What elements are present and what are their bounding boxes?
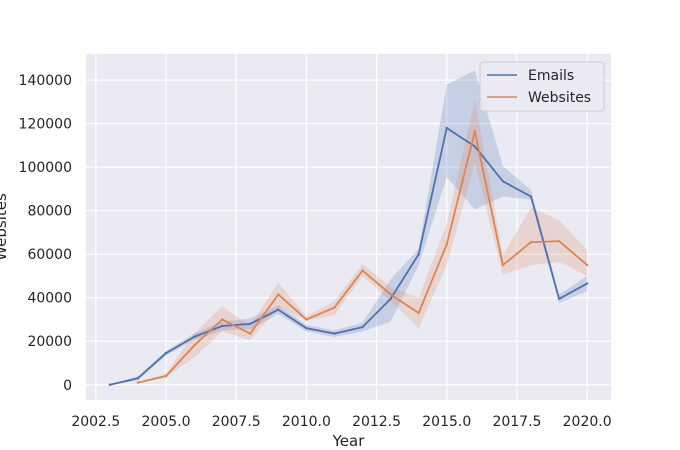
websites-point <box>389 293 391 295</box>
websites-point <box>305 318 307 320</box>
x-axis-ticks: 2002.5 2005.0 2007.5 2010.0 2012.5 2015.0 2017… <box>71 414 611 430</box>
emails-point <box>249 323 251 325</box>
legend-label-websites: Websites <box>528 90 591 106</box>
emails-point <box>193 336 195 338</box>
emails-point <box>137 377 139 379</box>
emails-point <box>558 298 560 300</box>
x-tick-label: 2010.0 <box>282 414 331 430</box>
websites-point <box>474 130 476 132</box>
websites-point <box>558 240 560 242</box>
emails-point <box>333 332 335 334</box>
y-tick-label: 80000 <box>27 204 72 220</box>
websites-point <box>249 332 251 334</box>
emails-point <box>361 326 363 328</box>
y-tick-label: 100000 <box>19 160 72 176</box>
y-axis-ticks: 0 20000 40000 60000 80000 100000 120000 140000 <box>19 73 72 394</box>
websites-point <box>417 312 419 314</box>
emails-point <box>530 195 532 197</box>
websites-point <box>446 243 448 245</box>
emails-point <box>446 127 448 129</box>
emails-point <box>221 325 223 327</box>
emails-point <box>165 352 167 354</box>
emails-point <box>474 145 476 147</box>
x-axis-label: Year <box>332 432 366 450</box>
x-tick-label: 2015.0 <box>422 414 471 430</box>
websites-point <box>277 293 279 295</box>
y-tick-label: 60000 <box>27 247 72 263</box>
websites-point <box>165 375 167 377</box>
y-tick-label: 140000 <box>19 73 72 89</box>
y-tick-label: 0 <box>63 378 72 394</box>
legend-label-emails: Emails <box>528 68 574 84</box>
emails-point <box>417 253 419 255</box>
websites-point <box>530 241 532 243</box>
x-tick-label: 2012.5 <box>352 414 401 430</box>
x-tick-label: 2007.5 <box>212 414 261 430</box>
y-tick-label: 20000 <box>27 334 72 350</box>
x-tick-label: 2020.0 <box>563 414 612 430</box>
x-tick-label: 2002.5 <box>71 414 120 430</box>
emails-point <box>277 308 279 310</box>
websites-point <box>502 264 504 266</box>
emails-point <box>389 298 391 300</box>
websites-point <box>137 381 139 383</box>
y-axis-label: Websites <box>0 193 10 261</box>
websites-point <box>221 318 223 320</box>
y-tick-label: 40000 <box>27 291 72 307</box>
x-tick-label: 2017.5 <box>492 414 541 430</box>
emails-point <box>109 384 111 386</box>
y-tick-label: 120000 <box>19 117 72 133</box>
emails-point <box>502 180 504 182</box>
emails-point <box>305 327 307 329</box>
websites-point <box>361 269 363 271</box>
x-tick-label: 2005.0 <box>142 414 191 430</box>
websites-point <box>333 306 335 308</box>
legend: Emails Websites <box>480 62 604 111</box>
emails-point <box>586 282 588 284</box>
websites-point <box>586 264 588 266</box>
websites-point <box>193 344 195 346</box>
